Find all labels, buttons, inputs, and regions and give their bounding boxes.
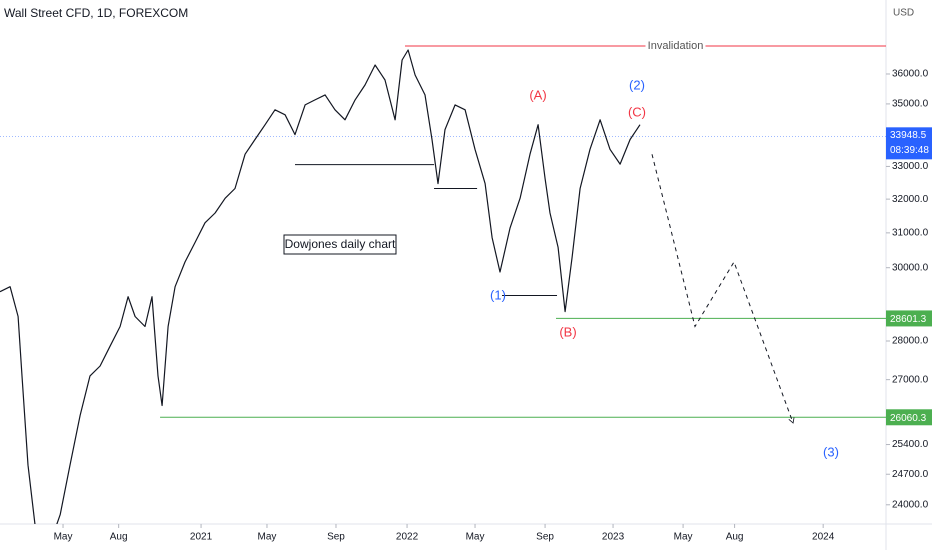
y-tick-label: 35000.0 bbox=[892, 99, 929, 110]
x-tick-label: Aug bbox=[110, 532, 128, 543]
x-tick-label: 2024 bbox=[812, 532, 835, 543]
price-tag bbox=[886, 409, 932, 426]
price-tag-label: 26060.3 bbox=[890, 413, 927, 424]
wave-label: (3) bbox=[823, 444, 839, 459]
y-tick-label: 24000.0 bbox=[892, 499, 929, 510]
y-tick-label: 25400.0 bbox=[892, 439, 929, 450]
wave-label: (1) bbox=[490, 287, 506, 302]
x-tick-label: May bbox=[54, 532, 73, 543]
level-label-bg bbox=[645, 38, 706, 53]
x-tick-label: Sep bbox=[327, 532, 345, 543]
countdown-label: 08:39:48 bbox=[890, 145, 929, 156]
x-tick-label: May bbox=[674, 532, 693, 543]
y-tick-label: 31000.0 bbox=[892, 228, 929, 239]
x-tick-label: 2022 bbox=[396, 532, 419, 543]
x-tick-label: May bbox=[466, 532, 485, 543]
last-price-label: 33948.5 bbox=[890, 130, 927, 141]
x-tick-label: May bbox=[258, 532, 277, 543]
level-label: Invalidation bbox=[648, 40, 704, 52]
price-tag-label: 28601.3 bbox=[890, 314, 927, 325]
wave-label: (C) bbox=[628, 104, 646, 119]
y-tick-label: 36000.0 bbox=[892, 69, 929, 80]
y-tick-label: 28000.0 bbox=[892, 336, 929, 347]
currency-label: USD bbox=[893, 8, 914, 19]
wave-label: (2) bbox=[629, 77, 645, 92]
projection-path bbox=[651, 154, 795, 424]
price-line bbox=[0, 49, 641, 524]
note-box bbox=[283, 234, 397, 255]
y-tick-label: 24700.0 bbox=[892, 469, 929, 480]
price-tag bbox=[886, 310, 932, 327]
x-tick-label: 2021 bbox=[190, 532, 213, 543]
note-text: Dowjones daily chart bbox=[285, 237, 396, 251]
overlay: 36000.0 35000.0 33000.0 32000.0 31000.0 30000… bbox=[54, 38, 932, 543]
x-tick-label: Sep bbox=[536, 532, 554, 543]
y-tick-label: 27000.0 bbox=[892, 374, 929, 385]
y-tick-label: 32000.0 bbox=[892, 194, 929, 205]
chart-title: Wall Street CFD, 1D, FOREXCOM bbox=[4, 6, 188, 20]
wave-label: (B) bbox=[559, 324, 576, 339]
x-tick-label: 2023 bbox=[602, 532, 625, 543]
plot-area bbox=[0, 45, 886, 524]
y-tick-label: 30000.0 bbox=[892, 262, 929, 273]
last-price-tag bbox=[886, 127, 932, 160]
x-tick-label: Aug bbox=[726, 532, 744, 543]
wave-label: (A) bbox=[529, 87, 546, 102]
y-tick-label: 33000.0 bbox=[892, 161, 929, 172]
